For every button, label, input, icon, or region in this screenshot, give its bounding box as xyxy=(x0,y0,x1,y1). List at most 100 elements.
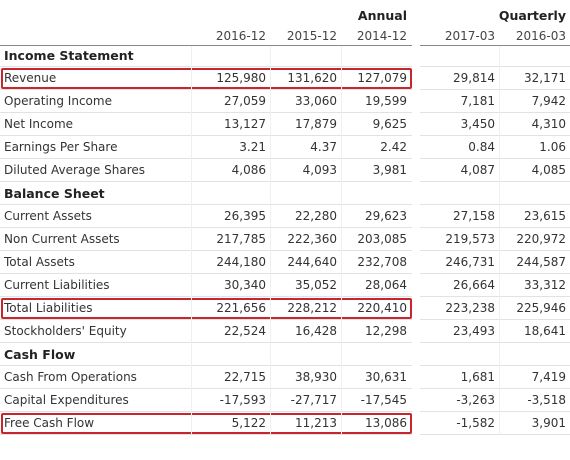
cell-value: 30,631 xyxy=(365,370,407,384)
row-label: Non Current Assets xyxy=(4,232,120,246)
column-header: 2016-03 xyxy=(515,29,566,43)
cell-value: 26,664 xyxy=(453,278,495,292)
cell-value: 3,901 xyxy=(531,416,566,430)
row-divider xyxy=(0,89,412,90)
cell-value: 244,180 xyxy=(216,255,266,269)
cell-value: 225,946 xyxy=(516,301,566,315)
cell-value: -27,717 xyxy=(290,393,337,407)
cell-value: 223,238 xyxy=(445,301,495,315)
row-divider xyxy=(0,365,412,366)
row-label: Operating Income xyxy=(4,94,112,108)
cell-value: 0.84 xyxy=(468,140,495,154)
cell-value: 11,213 xyxy=(295,416,337,430)
row-divider xyxy=(420,112,570,113)
group-header: Annual xyxy=(357,8,407,23)
cell-value: 5,122 xyxy=(231,416,266,430)
cell-value: 203,085 xyxy=(357,232,407,246)
cell-value: 7,419 xyxy=(531,370,566,384)
cell-value: 2.42 xyxy=(380,140,407,154)
cell-value: 232,708 xyxy=(357,255,407,269)
row-divider xyxy=(0,319,412,320)
row-label: Stockholders' Equity xyxy=(4,324,127,338)
row-label: Earnings Per Share xyxy=(4,140,118,154)
cell-value: 1.06 xyxy=(539,140,566,154)
row-divider xyxy=(420,411,570,412)
cell-value: 32,171 xyxy=(524,71,566,85)
row-divider xyxy=(420,181,570,182)
row-divider xyxy=(420,319,570,320)
column-divider xyxy=(341,46,342,434)
cell-value: 29,623 xyxy=(365,209,407,223)
cell-value: 23,493 xyxy=(453,324,495,338)
row-label: Total Liabilities xyxy=(4,301,93,315)
cell-value: 16,428 xyxy=(295,324,337,338)
column-header: 2017-03 xyxy=(444,29,495,43)
row-divider xyxy=(0,342,412,343)
cell-value: 244,587 xyxy=(516,255,566,269)
row-divider xyxy=(0,135,412,136)
row-divider xyxy=(0,112,412,113)
cell-value: 27,158 xyxy=(453,209,495,223)
cell-value: 33,060 xyxy=(295,94,337,108)
cell-value: 33,312 xyxy=(524,278,566,292)
row-label: Current Assets xyxy=(4,209,92,223)
cell-value: 4,085 xyxy=(531,163,566,177)
cell-value: 13,127 xyxy=(224,117,266,131)
row-divider xyxy=(420,365,570,366)
row-divider xyxy=(420,296,570,297)
row-divider xyxy=(420,434,570,435)
row-label: Free Cash Flow xyxy=(4,416,95,430)
row-divider xyxy=(0,227,412,228)
cell-value: 35,052 xyxy=(295,278,337,292)
header-rule xyxy=(0,45,412,46)
cell-value: -17,545 xyxy=(360,393,407,407)
cell-value: 23,615 xyxy=(524,209,566,223)
cell-value: 38,930 xyxy=(295,370,337,384)
row-divider xyxy=(0,434,412,435)
cell-value: 7,942 xyxy=(531,94,566,108)
cell-value: 28,064 xyxy=(365,278,407,292)
row-label: Current Liabilities xyxy=(4,278,110,292)
row-divider xyxy=(420,273,570,274)
highlight-box xyxy=(1,298,412,319)
cell-value: 3,981 xyxy=(372,163,407,177)
row-divider xyxy=(0,250,412,251)
column-divider xyxy=(499,46,500,434)
row-divider xyxy=(420,388,570,389)
cell-value: 4,087 xyxy=(460,163,495,177)
cell-value: 18,641 xyxy=(524,324,566,338)
cell-value: 12,298 xyxy=(365,324,407,338)
column-divider xyxy=(270,46,271,434)
cell-value: 246,731 xyxy=(445,255,495,269)
cell-value: 30,340 xyxy=(224,278,266,292)
column-header: 2016-12 xyxy=(215,29,266,43)
row-divider xyxy=(0,296,412,297)
row-divider xyxy=(0,158,412,159)
row-divider xyxy=(420,227,570,228)
cell-value: 26,395 xyxy=(224,209,266,223)
column-divider xyxy=(191,46,192,434)
cell-value: 27,059 xyxy=(224,94,266,108)
cell-value: 9,625 xyxy=(372,117,407,131)
cell-value: 17,879 xyxy=(295,117,337,131)
highlight-box xyxy=(1,413,412,434)
row-divider xyxy=(420,250,570,251)
cell-value: 13,086 xyxy=(365,416,407,430)
cell-value: 244,640 xyxy=(287,255,337,269)
highlight-box xyxy=(1,68,412,89)
row-divider xyxy=(0,388,412,389)
cell-value: 3,450 xyxy=(460,117,495,131)
column-header: 2014-12 xyxy=(356,29,407,43)
cell-value: -3,263 xyxy=(456,393,495,407)
cell-value: 220,972 xyxy=(516,232,566,246)
row-divider xyxy=(0,66,412,67)
cell-value: 4,093 xyxy=(302,163,337,177)
cell-value: 19,599 xyxy=(365,94,407,108)
row-divider xyxy=(420,66,570,67)
cell-value: -17,593 xyxy=(219,393,266,407)
cell-value: 22,280 xyxy=(295,209,337,223)
row-label: Revenue xyxy=(4,71,57,85)
section-title: Income Statement xyxy=(4,48,134,63)
column-header: 2015-12 xyxy=(286,29,337,43)
